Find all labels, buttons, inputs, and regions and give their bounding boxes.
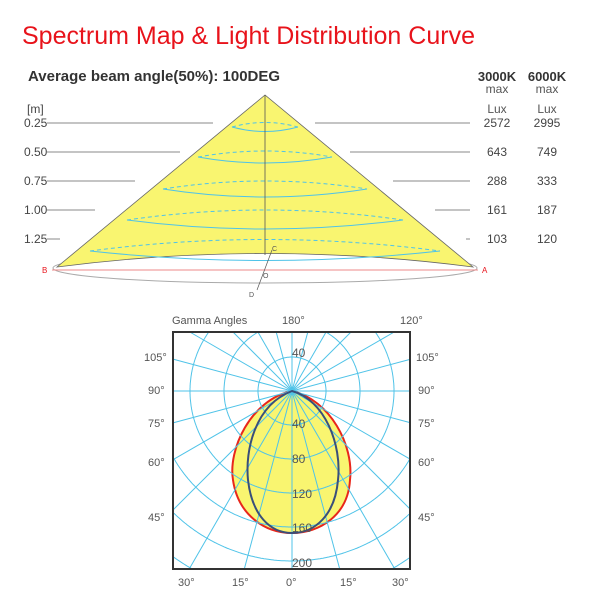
radial-label: 160 <box>292 521 313 535</box>
right-angle-label: 105° <box>416 352 439 364</box>
row-lux-3000k: 103 <box>486 232 508 246</box>
col-6000k-unit: Lux <box>537 102 557 116</box>
grid-radial-line <box>172 390 293 511</box>
polar-frame <box>172 331 411 570</box>
bottom-angle-label: 30° <box>392 577 409 589</box>
grid-circle <box>173 512 410 562</box>
row-distance: 0.50 <box>24 145 48 159</box>
bottom-angle-label: 0° <box>286 577 297 589</box>
radial-label: 80 <box>292 452 306 466</box>
row-distance: 0.25 <box>24 116 48 130</box>
bottom-angle-label: 15° <box>232 577 249 589</box>
right-angle-label: 60° <box>418 457 435 469</box>
grid-radial-line <box>291 390 411 424</box>
beam-angle-heading: Average beam angle(50%): 100DEG <box>28 68 281 85</box>
grid-radial-line <box>291 331 395 392</box>
left-angle-label: 105° <box>144 352 167 364</box>
bottom-angle-label: 15° <box>340 577 357 589</box>
left-angle-label: 90° <box>148 385 165 397</box>
col-3000k-header: 3000K <box>477 69 517 84</box>
grid-radial-line <box>291 390 396 570</box>
row-lux-6000k: 749 <box>536 145 558 159</box>
polar-grid <box>172 331 411 570</box>
polar-title: Gamma Angles <box>172 315 248 327</box>
grid-radial-line <box>172 390 293 424</box>
grid-circle <box>392 557 410 570</box>
row-lux-6000k: 120 <box>536 232 558 246</box>
grid-radial-line <box>172 358 293 392</box>
row-lux-6000k: 2995 <box>533 116 561 130</box>
top-label: 180° <box>282 315 305 327</box>
light-distribution-polar-chart <box>172 331 411 570</box>
row-distance: 1.25 <box>24 232 48 246</box>
grid-radial-line <box>291 390 411 510</box>
point-d: D <box>249 292 254 299</box>
right-angle-label: 90° <box>418 385 435 397</box>
grid-radial-line <box>291 331 352 392</box>
radial-label: 40 <box>292 346 306 360</box>
row-lux-3000k: 161 <box>486 203 508 217</box>
col-3000k-sub: max <box>485 82 509 96</box>
point-b: B <box>42 266 47 275</box>
grid-circle <box>189 332 395 494</box>
row-lux-3000k: 2572 <box>483 116 511 130</box>
grid-radial-line <box>232 331 293 392</box>
col-6000k-sub: max <box>535 82 559 96</box>
radial-label: 120 <box>292 487 313 501</box>
row-lux-6000k: 187 <box>536 203 558 217</box>
row-lux-3000k: 643 <box>486 145 508 159</box>
grid-radial-line <box>291 358 411 392</box>
left-angle-label: 75° <box>148 418 165 430</box>
grid-radial-line <box>291 331 309 392</box>
grid-circle <box>173 556 192 570</box>
grid-radial-line <box>275 331 293 392</box>
distance-guide-lines <box>47 122 470 240</box>
radial-label: 200 <box>292 556 313 570</box>
grid-radial-line <box>291 390 341 570</box>
left-angle-label: 60° <box>148 457 165 469</box>
point-o: O <box>263 273 269 280</box>
grid-circle <box>172 456 411 528</box>
beam-cone-diagram: B A C O D <box>42 94 488 299</box>
col-6000k-header: 6000K <box>527 69 567 84</box>
grid-radial-line <box>257 331 293 392</box>
grid-radial-line <box>188 390 293 570</box>
row-distance: 0.75 <box>24 174 48 188</box>
bottom-angle-label: 30° <box>178 577 195 589</box>
row-lux-3000k: 288 <box>486 174 508 188</box>
page-title: Spectrum Map & Light Distribution Curve <box>22 22 475 50</box>
right-angle-label: 45° <box>418 512 435 524</box>
row-distance: 1.00 <box>24 203 48 217</box>
distance-unit: [m] <box>27 102 44 116</box>
point-c: C <box>272 246 277 253</box>
grid-radial-line <box>291 331 327 392</box>
grid-radial-line <box>243 390 293 570</box>
row-lux-6000k: 333 <box>536 174 558 188</box>
left-angle-label: 45° <box>148 512 165 524</box>
top-label: 120° <box>400 315 423 327</box>
grid-radial-line <box>189 331 293 392</box>
right-angle-label: 75° <box>418 418 435 430</box>
col-3000k-unit: Lux <box>487 102 507 116</box>
grid-circle <box>375 332 395 391</box>
point-a: A <box>482 266 488 275</box>
radial-label: 40 <box>292 417 306 431</box>
distribution-curve-blue <box>246 389 340 535</box>
